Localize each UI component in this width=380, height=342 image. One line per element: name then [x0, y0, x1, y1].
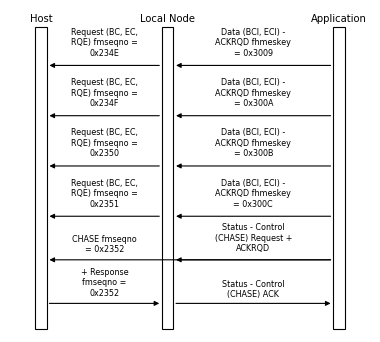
Text: Application: Application: [311, 14, 367, 24]
Text: Data (BCI, ECI) -
ACKRQD fhmeskey
= 0x300A: Data (BCI, ECI) - ACKRQD fhmeskey = 0x30…: [215, 78, 291, 108]
Text: CHASE fmseqno
= 0x2352: CHASE fmseqno = 0x2352: [72, 235, 137, 254]
Text: + Response
fmseqno =
0x2352: + Response fmseqno = 0x2352: [81, 268, 128, 298]
Text: Request (BC, EC,
RQE) fmseqno =
0x2351: Request (BC, EC, RQE) fmseqno = 0x2351: [71, 179, 138, 209]
FancyBboxPatch shape: [35, 27, 47, 329]
Text: Request (BC, EC,
RQE) fmseqno =
0x234E: Request (BC, EC, RQE) fmseqno = 0x234E: [71, 28, 138, 58]
FancyBboxPatch shape: [333, 27, 345, 329]
Text: Data (BCI, ECI) -
ACKRQD fhmeskey
= 0x300C: Data (BCI, ECI) - ACKRQD fhmeskey = 0x30…: [215, 179, 291, 209]
Text: Data (BCI, ECI) -
ACKRQD fhmeskey
= 0x300B: Data (BCI, ECI) - ACKRQD fhmeskey = 0x30…: [215, 129, 291, 158]
Text: Request (BC, EC,
RQE) fmseqno =
0x2350: Request (BC, EC, RQE) fmseqno = 0x2350: [71, 129, 138, 158]
Text: Local Node: Local Node: [140, 14, 195, 24]
Text: Request (BC, EC,
RQE) fmseqno =
0x234F: Request (BC, EC, RQE) fmseqno = 0x234F: [71, 78, 138, 108]
Text: Status - Control
(CHASE) ACK: Status - Control (CHASE) ACK: [222, 280, 285, 299]
Text: Host: Host: [30, 14, 52, 24]
Text: Status - Control
(CHASE) Request +
ACKRQD: Status - Control (CHASE) Request + ACKRQ…: [215, 223, 292, 253]
Text: Data (BCI, ECI) -
ACKRQD fhmeskey
= 0x3009: Data (BCI, ECI) - ACKRQD fhmeskey = 0x30…: [215, 28, 291, 58]
FancyBboxPatch shape: [162, 27, 173, 329]
